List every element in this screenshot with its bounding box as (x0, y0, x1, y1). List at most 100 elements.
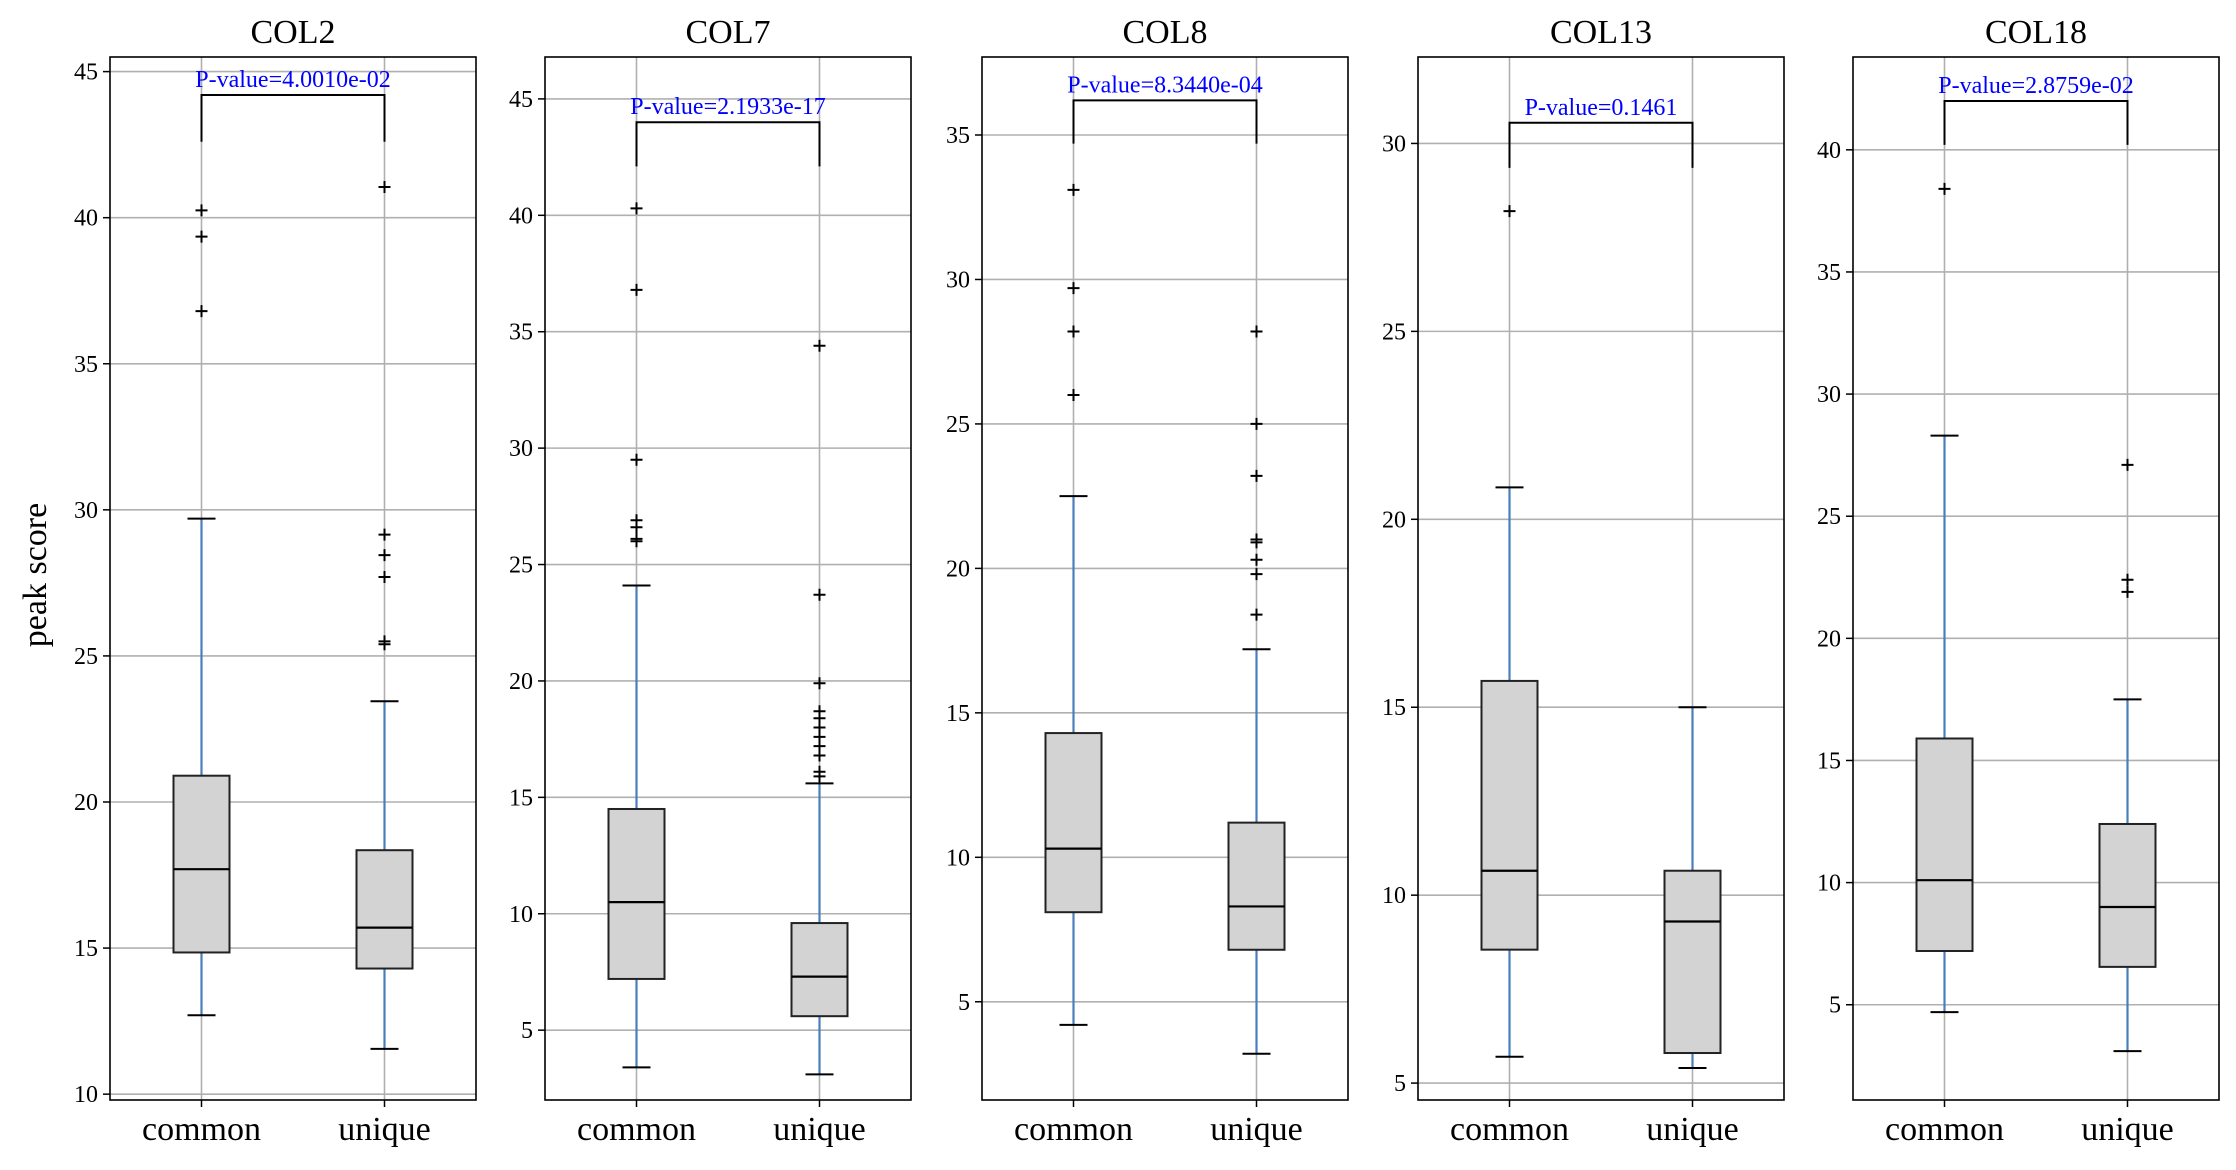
significance-bracket (200, 93, 386, 142)
iqr-box (790, 922, 849, 1018)
outlier-marker (378, 181, 391, 194)
box-unique (355, 181, 414, 1050)
significance-bracket (1072, 99, 1258, 144)
outlier-marker (1067, 389, 1080, 402)
y-tick-label: 30 (74, 498, 98, 524)
axes-frame (1417, 56, 1785, 1101)
significance-bracket (1508, 121, 1694, 168)
subplot-title: COL8 (1123, 14, 1208, 51)
y-tick-label: 5 (1829, 993, 1841, 1019)
y-tick-label: 30 (1382, 131, 1406, 157)
y-tick-label: 10 (509, 902, 533, 928)
pvalue-label: P-value=0.1461 (1525, 95, 1678, 121)
outlier-marker (1250, 568, 1263, 581)
significance-bracket (1943, 99, 2129, 145)
y-tick-label: 30 (509, 436, 533, 462)
subplot-title: COL18 (1985, 14, 2087, 51)
y-tick-label: 35 (509, 320, 533, 346)
outlier-marker (630, 453, 643, 466)
iqr-box (1480, 679, 1539, 951)
outlier-marker (630, 514, 643, 527)
outlier-marker (1250, 325, 1263, 338)
subplot-title: COL13 (1550, 14, 1652, 51)
y-tick-label: 20 (74, 790, 98, 816)
box-common (1915, 182, 1974, 1014)
outlier-marker (1067, 325, 1080, 338)
box-common (1044, 183, 1103, 1026)
outlier-marker (630, 532, 643, 545)
x-tick-label-common: common (1014, 1111, 1133, 1148)
box-unique (790, 339, 849, 1076)
y-tick-label: 10 (74, 1082, 98, 1108)
pvalue-label: P-value=2.1933e-17 (630, 94, 826, 120)
x-tick-label-unique: unique (1210, 1111, 1303, 1148)
subplot-col8: COL8 5 10 15 20 25 30 35 common unique P-value=8.3… (946, 14, 1349, 1148)
y-tick-label: 10 (946, 845, 970, 871)
iqr-box (2098, 822, 2157, 968)
outlier-marker (813, 705, 826, 718)
y-tick-label: 20 (1817, 626, 1841, 652)
x-tick-label-unique: unique (338, 1111, 431, 1148)
outlier-marker (813, 765, 826, 778)
outlier-marker (378, 635, 391, 648)
y-tick-label: 45 (509, 87, 533, 113)
outlier-marker (378, 571, 391, 584)
y-tick-label: 25 (1382, 319, 1406, 345)
box-common (1480, 205, 1539, 1058)
x-tick-label-common: common (577, 1111, 696, 1148)
pvalue-label: P-value=4.0010e-02 (195, 67, 391, 93)
outlier-marker (1250, 608, 1263, 621)
y-tick-label: 25 (1817, 504, 1841, 530)
y-tick-label: 25 (946, 412, 970, 438)
box-unique (1227, 325, 1286, 1055)
iqr-box (607, 807, 666, 980)
box-unique (1663, 706, 1722, 1070)
outlier-marker (1250, 533, 1263, 546)
outlier-marker (378, 549, 391, 562)
outlier-marker (2121, 585, 2134, 598)
y-tick-label: 20 (946, 556, 970, 582)
box-unique (2098, 458, 2157, 1053)
y-tick-label: 10 (1817, 871, 1841, 897)
outlier-marker (195, 204, 208, 217)
subplot-col13: COL13 5 10 15 20 25 30 common unique P-value=0.14… (1382, 14, 1785, 1148)
subplot-title: COL2 (251, 14, 336, 51)
pvalue-label: P-value=2.8759e-02 (1938, 73, 2134, 99)
outlier-marker (378, 528, 391, 541)
y-tick-label: 40 (1817, 138, 1841, 164)
subplot-col7: COL7 5 10 15 20 25 30 35 40 45 common unique P-value… (509, 14, 912, 1148)
outlier-marker (2121, 573, 2134, 586)
axes-frame (544, 56, 912, 1101)
y-tick-label: 40 (74, 206, 98, 232)
outlier-marker (2121, 458, 2134, 471)
y-tick-label: 5 (1394, 1071, 1406, 1097)
y-tick-label: 5 (958, 990, 970, 1016)
outlier-marker (1250, 553, 1263, 566)
x-tick-label-unique: unique (1646, 1111, 1739, 1148)
y-tick-label: 25 (509, 553, 533, 579)
y-tick-label: 20 (509, 669, 533, 695)
y-tick-label: 35 (74, 352, 98, 378)
y-tick-label: 20 (1382, 507, 1406, 533)
axes-frame (109, 56, 477, 1101)
outlier-marker (630, 202, 643, 215)
x-tick-label-common: common (142, 1111, 261, 1148)
axes-frame (981, 56, 1349, 1101)
box-common (607, 202, 666, 1069)
x-tick-label-common: common (1450, 1111, 1569, 1148)
iqr-box (1044, 732, 1103, 914)
outlier-marker (813, 588, 826, 601)
y-tick-label: 45 (74, 60, 98, 86)
x-tick-label-unique: unique (2081, 1111, 2174, 1148)
y-tick-label: 15 (1817, 748, 1841, 774)
outlier-marker (1503, 205, 1516, 218)
outlier-marker (195, 230, 208, 243)
outlier-marker (195, 305, 208, 318)
y-tick-label: 30 (946, 267, 970, 293)
y-tick-label: 10 (1382, 883, 1406, 909)
outlier-marker (630, 283, 643, 296)
y-tick-label: 15 (74, 936, 98, 962)
outlier-marker (1938, 182, 1951, 195)
